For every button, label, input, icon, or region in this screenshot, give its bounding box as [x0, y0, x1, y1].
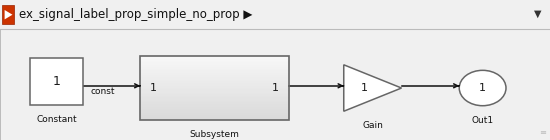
- Bar: [140, 85, 289, 86]
- Bar: [140, 83, 289, 85]
- Bar: [140, 59, 289, 61]
- Bar: [140, 110, 289, 112]
- Bar: [140, 69, 289, 70]
- Bar: [140, 104, 289, 106]
- Bar: [140, 56, 289, 58]
- Bar: [140, 117, 289, 118]
- Bar: [140, 60, 289, 62]
- Bar: [140, 101, 289, 102]
- Text: Constant: Constant: [36, 115, 76, 124]
- Bar: [140, 78, 289, 80]
- Bar: [140, 105, 289, 107]
- Text: Gain: Gain: [362, 121, 383, 130]
- Text: 1: 1: [52, 75, 60, 88]
- Bar: [140, 107, 289, 109]
- Text: ≡: ≡: [539, 128, 546, 137]
- Bar: [140, 102, 289, 104]
- Bar: [140, 70, 289, 72]
- Bar: [140, 97, 289, 99]
- Text: 1: 1: [360, 83, 367, 93]
- Bar: [140, 67, 289, 69]
- Bar: [140, 91, 289, 93]
- Bar: [140, 115, 289, 117]
- Polygon shape: [4, 10, 13, 19]
- Ellipse shape: [459, 70, 506, 106]
- Bar: [140, 57, 289, 59]
- Bar: [140, 56, 289, 120]
- Text: 1: 1: [150, 83, 157, 93]
- Bar: [140, 86, 289, 88]
- FancyBboxPatch shape: [2, 5, 14, 24]
- Text: 1: 1: [479, 83, 486, 93]
- Bar: [140, 88, 289, 90]
- Bar: [140, 62, 289, 64]
- Text: ▼: ▼: [534, 9, 542, 19]
- Bar: [140, 99, 289, 101]
- Bar: [140, 96, 289, 98]
- Bar: [140, 112, 289, 114]
- Text: 1: 1: [272, 83, 279, 93]
- Bar: [140, 93, 289, 95]
- Text: Subsystem: Subsystem: [190, 130, 239, 139]
- Bar: [140, 75, 289, 77]
- Bar: [140, 109, 289, 110]
- Text: Out1: Out1: [471, 116, 494, 125]
- Bar: [140, 72, 289, 74]
- Text: const: const: [91, 87, 116, 96]
- Bar: [140, 73, 289, 75]
- Text: ex_signal_label_prop_simple_no_prop ▶: ex_signal_label_prop_simple_no_prop ▶: [19, 8, 252, 21]
- Bar: [140, 77, 289, 78]
- Bar: [140, 94, 289, 96]
- Polygon shape: [344, 65, 402, 111]
- Bar: [140, 80, 289, 82]
- Bar: [140, 113, 289, 115]
- Bar: [30, 58, 82, 105]
- Bar: [140, 65, 289, 67]
- Bar: [140, 118, 289, 120]
- Bar: [140, 64, 289, 66]
- Bar: [140, 81, 289, 83]
- Bar: [140, 89, 289, 91]
